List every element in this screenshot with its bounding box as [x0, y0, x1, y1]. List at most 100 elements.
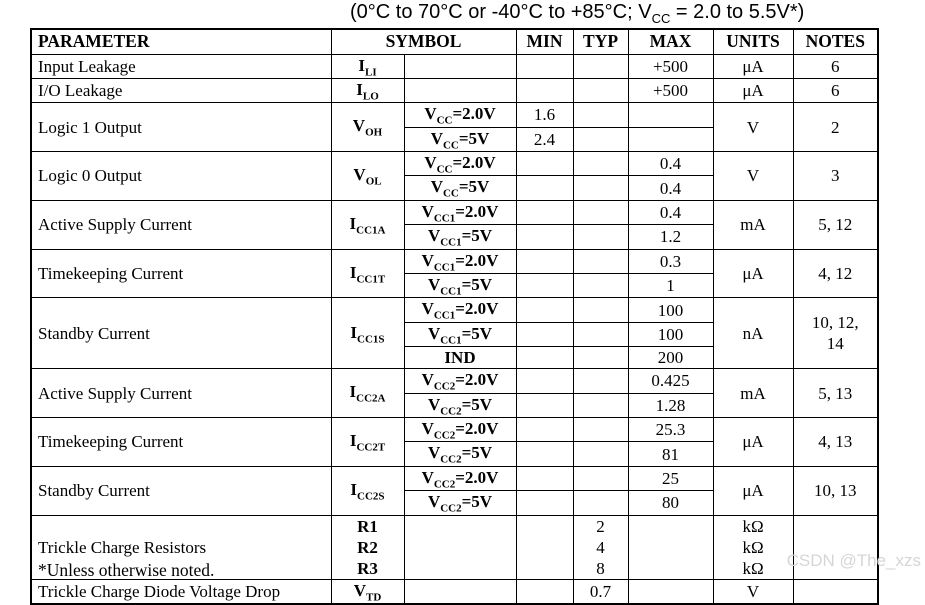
- condition-cell: VCC1=2.0V: [403, 199, 517, 226]
- notes-cell: [792, 514, 879, 580]
- condition-subscript: CC: [436, 163, 453, 176]
- min-cell: [515, 416, 574, 443]
- max-cell: 1: [627, 273, 714, 299]
- condition-cell: VCC2=2.0V: [403, 465, 517, 492]
- symbol-cell: ILI: [330, 53, 405, 79]
- condition-subscript: CC: [442, 187, 459, 200]
- typ-line: 4: [596, 537, 605, 557]
- min-cell: [515, 297, 574, 323]
- footnote: *Unless otherwise noted.: [38, 560, 215, 580]
- param-cell: Active Supply Current: [30, 368, 332, 418]
- table-subrow: VCC=5V 0.4: [31, 175, 878, 201]
- condition-cell: [403, 53, 517, 79]
- max-cell: 100: [627, 321, 714, 348]
- symbol-subscript: OH: [365, 126, 383, 139]
- condition-base: V: [427, 226, 441, 246]
- table-row: Input Leakage ILI +500 μA 6: [30, 53, 879, 79]
- max-cell: +500: [627, 53, 714, 79]
- title-subscript: CC: [651, 11, 671, 26]
- typ-cell: [572, 102, 629, 128]
- symbol-subscript: TD: [366, 590, 382, 603]
- symbol-base: I: [356, 79, 363, 99]
- param-cell: Logic 0 Output: [30, 151, 332, 201]
- condition-subscript: CC2: [440, 404, 462, 417]
- table-subrow: VCC1=5V 1.2: [31, 224, 878, 250]
- table-subrow: VCC1=5V 1: [31, 273, 878, 299]
- condition-base: V: [427, 443, 441, 463]
- param-cell: Input Leakage: [30, 53, 332, 79]
- min-cell: 2.4: [515, 126, 574, 153]
- condition-cell: VCC1=2.0V: [403, 248, 517, 275]
- table-subrow: VCC2=5V 80: [31, 490, 878, 516]
- units-cell: mA: [712, 199, 794, 250]
- units-line: kΩ: [742, 516, 764, 536]
- condition-value: =2.0V: [455, 370, 499, 390]
- condition-value: =2.0V: [452, 104, 496, 124]
- typ-cell: [572, 151, 629, 177]
- condition-subscript: CC2: [433, 429, 456, 442]
- min-cell: [515, 77, 574, 104]
- condition-value: =5V: [458, 177, 490, 197]
- units-line: kΩ: [742, 537, 764, 557]
- condition-value: =5V: [461, 394, 493, 414]
- table-row: Standby Current ICC1S VCC1=2.0V 100 nA 1…: [30, 297, 879, 370]
- symbol-subscript: LO: [362, 90, 379, 103]
- symbol-cell: ICC1A: [330, 199, 405, 250]
- units-cell: V: [712, 102, 794, 153]
- typ-line: 2: [596, 516, 605, 536]
- units-cell: μA: [712, 77, 794, 104]
- condition-base: V: [421, 467, 434, 487]
- param-cell: Timekeeping Current: [30, 416, 332, 467]
- typ-cell: [572, 416, 629, 443]
- column-header-parameter: PARAMETER: [30, 28, 332, 55]
- table-header-row: PARAMETER SYMBOL MIN TYP MAX UNITS NOTES: [30, 28, 879, 55]
- symbol-cell: VOH: [330, 102, 405, 153]
- column-header-notes: NOTES: [792, 28, 879, 55]
- condition-subscript: CC2: [440, 453, 462, 466]
- column-header-typ: TYP: [572, 28, 629, 55]
- notes-cell: 10, 13: [792, 465, 879, 516]
- typ-cell: 2 4 8: [572, 514, 629, 580]
- column-header-symbol: SYMBOL: [330, 28, 517, 55]
- max-cell: 100: [627, 297, 714, 323]
- condition-value: =5V: [458, 128, 490, 148]
- param-cell: I/O Leakage: [30, 77, 332, 104]
- max-cell: [627, 126, 714, 153]
- symbol-cell: ICC2S: [330, 465, 405, 516]
- min-cell: 1.6: [515, 102, 574, 128]
- min-cell: [515, 151, 574, 177]
- condition-base: IND: [444, 348, 476, 368]
- min-cell: [515, 441, 574, 467]
- typ-cell: [572, 368, 629, 394]
- min-cell: [515, 368, 574, 394]
- column-header-min: MIN: [515, 28, 574, 55]
- condition-value: =2.0V: [455, 418, 499, 438]
- max-cell: 25: [627, 465, 714, 492]
- condition-base: V: [421, 418, 434, 438]
- symbol-cell: ILO: [330, 77, 405, 104]
- symbol-subscript: CC2T: [356, 441, 386, 454]
- symbol-base: I: [350, 322, 358, 342]
- param-cell: Timekeeping Current: [30, 248, 332, 299]
- table-row: Logic 0 Output VOL VCC=2.0V 0.4 V 3: [30, 151, 879, 201]
- condition-base: V: [424, 153, 437, 173]
- symbol-base: I: [349, 214, 357, 234]
- table-row: Active Supply Current ICC1A VCC1=2.0V 0.…: [30, 199, 879, 250]
- condition-cell: VCC2=5V: [403, 490, 517, 516]
- max-cell: 81: [627, 441, 714, 467]
- condition-subscript: CC1: [433, 212, 456, 225]
- condition-cell: VCC2=2.0V: [403, 368, 517, 394]
- table-title: (0°C to 70°C or -40°C to +85°C; VCC = 2.…: [350, 1, 804, 26]
- condition-base: V: [421, 201, 434, 221]
- condition-subscript: CC1: [433, 261, 456, 274]
- condition-subscript: CC2: [440, 502, 462, 515]
- symbol-subscript: OL: [365, 175, 382, 188]
- condition-value: =5V: [461, 226, 493, 246]
- units-cell: μA: [712, 465, 794, 516]
- symbol-base: V: [353, 165, 366, 185]
- notes-cell: 4, 13: [792, 416, 879, 467]
- max-cell: 200: [627, 346, 714, 370]
- title-segment: = 2.0 to 5.5V*): [670, 1, 805, 23]
- condition-cell: VCC1=5V: [403, 321, 517, 348]
- condition-subscript: CC1: [440, 236, 462, 249]
